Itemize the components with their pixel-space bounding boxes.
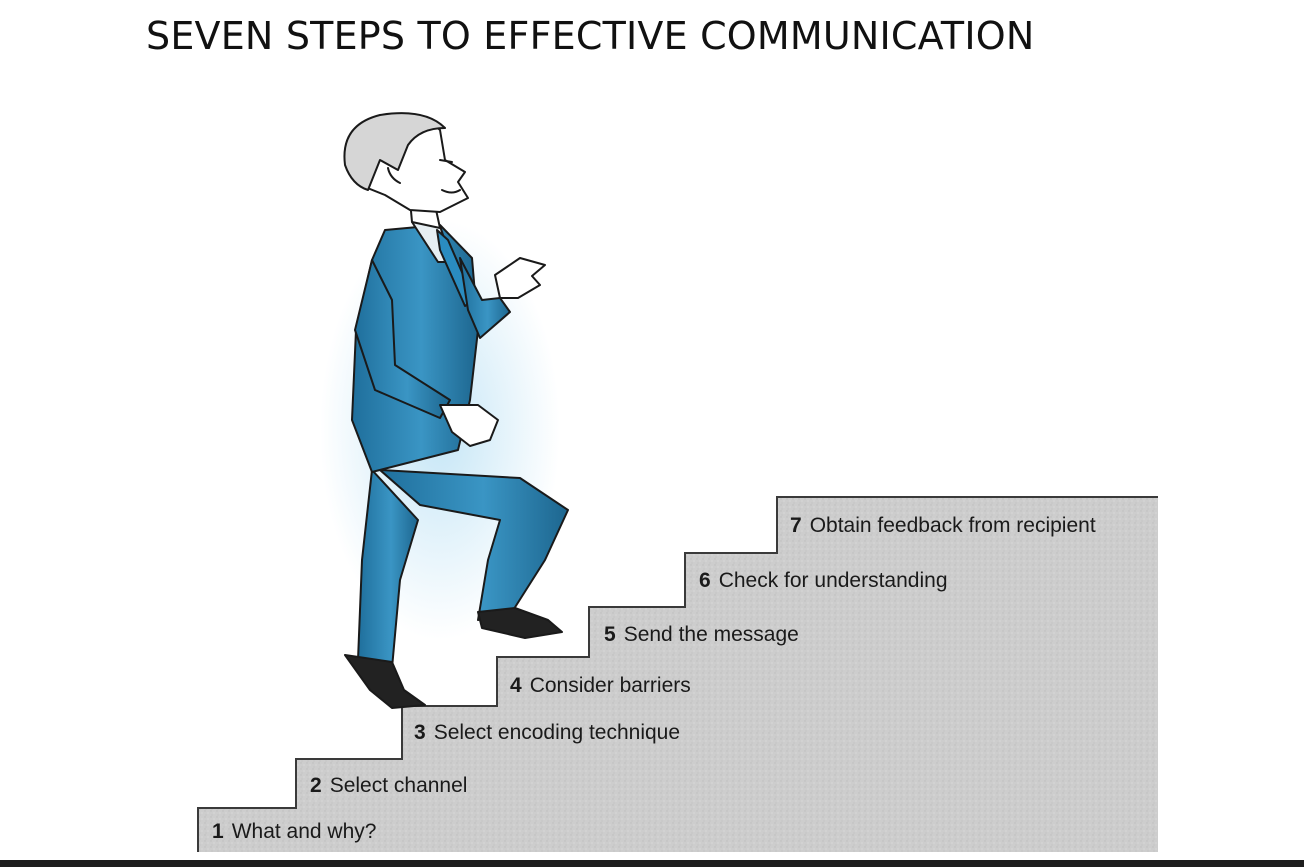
- step-number: 3: [414, 721, 426, 744]
- slide-bottom-rule: [0, 860, 1304, 867]
- step-number: 6: [699, 569, 711, 592]
- step-text: What and why?: [232, 820, 377, 843]
- step-text: Select channel: [330, 774, 468, 797]
- step-label-4: 4 Consider barriers: [510, 674, 691, 697]
- step-label-7: 7 Obtain feedback from recipient: [790, 514, 1096, 537]
- step-label-6: 6 Check for understanding: [699, 569, 948, 592]
- step-number: 7: [790, 514, 802, 537]
- staircase-outline: [197, 496, 1158, 852]
- businessman-illustration: [320, 112, 569, 709]
- step-text: Obtain feedback from recipient: [810, 514, 1096, 537]
- step-number: 5: [604, 623, 616, 646]
- step-number: 2: [310, 774, 322, 797]
- step-text: Consider barriers: [530, 674, 691, 697]
- step-text: Check for understanding: [719, 569, 948, 592]
- step-text: Select encoding technique: [434, 721, 680, 744]
- step-text: Send the message: [624, 623, 799, 646]
- step-label-1: 1 What and why?: [212, 820, 376, 843]
- slide-title: SEVEN STEPS TO EFFECTIVE COMMUNICATION: [146, 14, 1035, 58]
- step-label-5: 5 Send the message: [604, 623, 799, 646]
- staircase-fill: [198, 497, 1158, 852]
- step-number: 4: [510, 674, 522, 697]
- step-number: 1: [212, 820, 224, 843]
- step-label-3: 3 Select encoding technique: [414, 721, 680, 744]
- step-label-2: 2 Select channel: [310, 774, 467, 797]
